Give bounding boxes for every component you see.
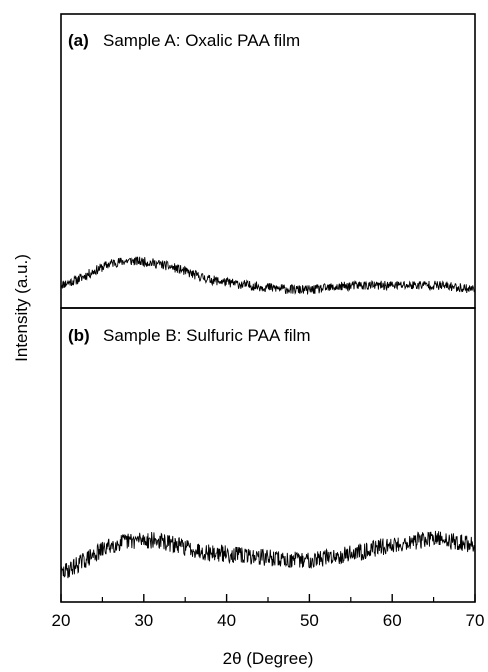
x-tick-label: 20 [52, 611, 71, 630]
panel-b-spectrum-line [60, 530, 476, 579]
panel-a-title: Sample A: Oxalic PAA film [103, 31, 300, 50]
x-tick-label: 70 [466, 611, 485, 630]
panel-b-tag: (b) [68, 326, 90, 345]
panel-a-spectrum-line [60, 256, 476, 295]
x-axis-ticks [60, 594, 476, 602]
x-tick-label: 30 [134, 611, 153, 630]
x-axis-title: 2θ (Degree) [223, 649, 314, 668]
x-axis-tick-labels: 20 30 40 50 60 70 [52, 611, 485, 630]
panel-a-frame [60, 13, 476, 309]
panel-a-tag: (a) [68, 31, 89, 50]
y-axis-title: Intensity (a.u.) [12, 254, 31, 362]
x-tick-label: 40 [217, 611, 236, 630]
x-tick-label: 50 [300, 611, 319, 630]
panel-b-title: Sample B: Sulfuric PAA film [103, 326, 311, 345]
x-tick-label: 60 [383, 611, 402, 630]
